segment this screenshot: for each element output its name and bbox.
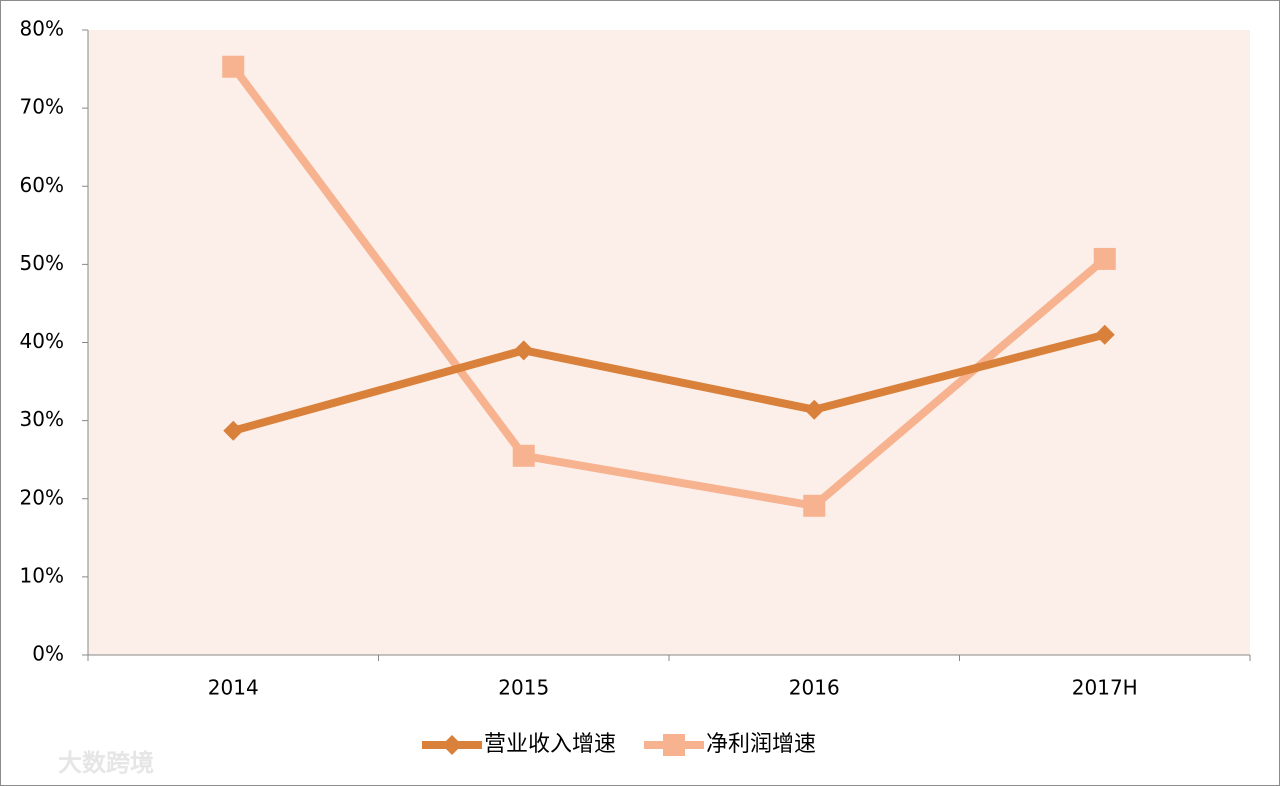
point [223,420,244,441]
y-tick-label: 70% [20,95,64,119]
y-tick-label: 50% [20,251,64,275]
y-tick-label: 40% [20,329,64,353]
x-tick-label: 2015 [498,676,549,700]
watermark: 大数跨境 [58,749,154,777]
legend-label: 营业收入增速 [484,732,616,757]
x-tick-label: 2014 [208,676,259,700]
point [222,55,245,78]
point [512,444,535,467]
y-tick-label: 80% [20,17,64,41]
point [803,494,826,517]
x-tick-label: 2017H [1072,676,1138,700]
point [1093,247,1116,270]
legend-marker [663,734,685,756]
legend: 营业收入增速 净利润增速 [422,732,816,757]
point [804,399,825,420]
y-tick-label: 60% [20,173,64,197]
legend-label: 净利润增速 [706,732,816,757]
legend-marker [442,735,462,755]
series-line [230,64,1108,510]
y-tick-label: 10% [20,563,64,587]
y-tick-label: 0% [32,642,64,666]
x-tick-label: 2016 [789,676,840,700]
point [513,340,534,361]
y-tick-label: 20% [20,485,64,509]
y-tick-label: 30% [20,407,64,431]
point [1094,324,1115,345]
series-line [232,330,1106,435]
